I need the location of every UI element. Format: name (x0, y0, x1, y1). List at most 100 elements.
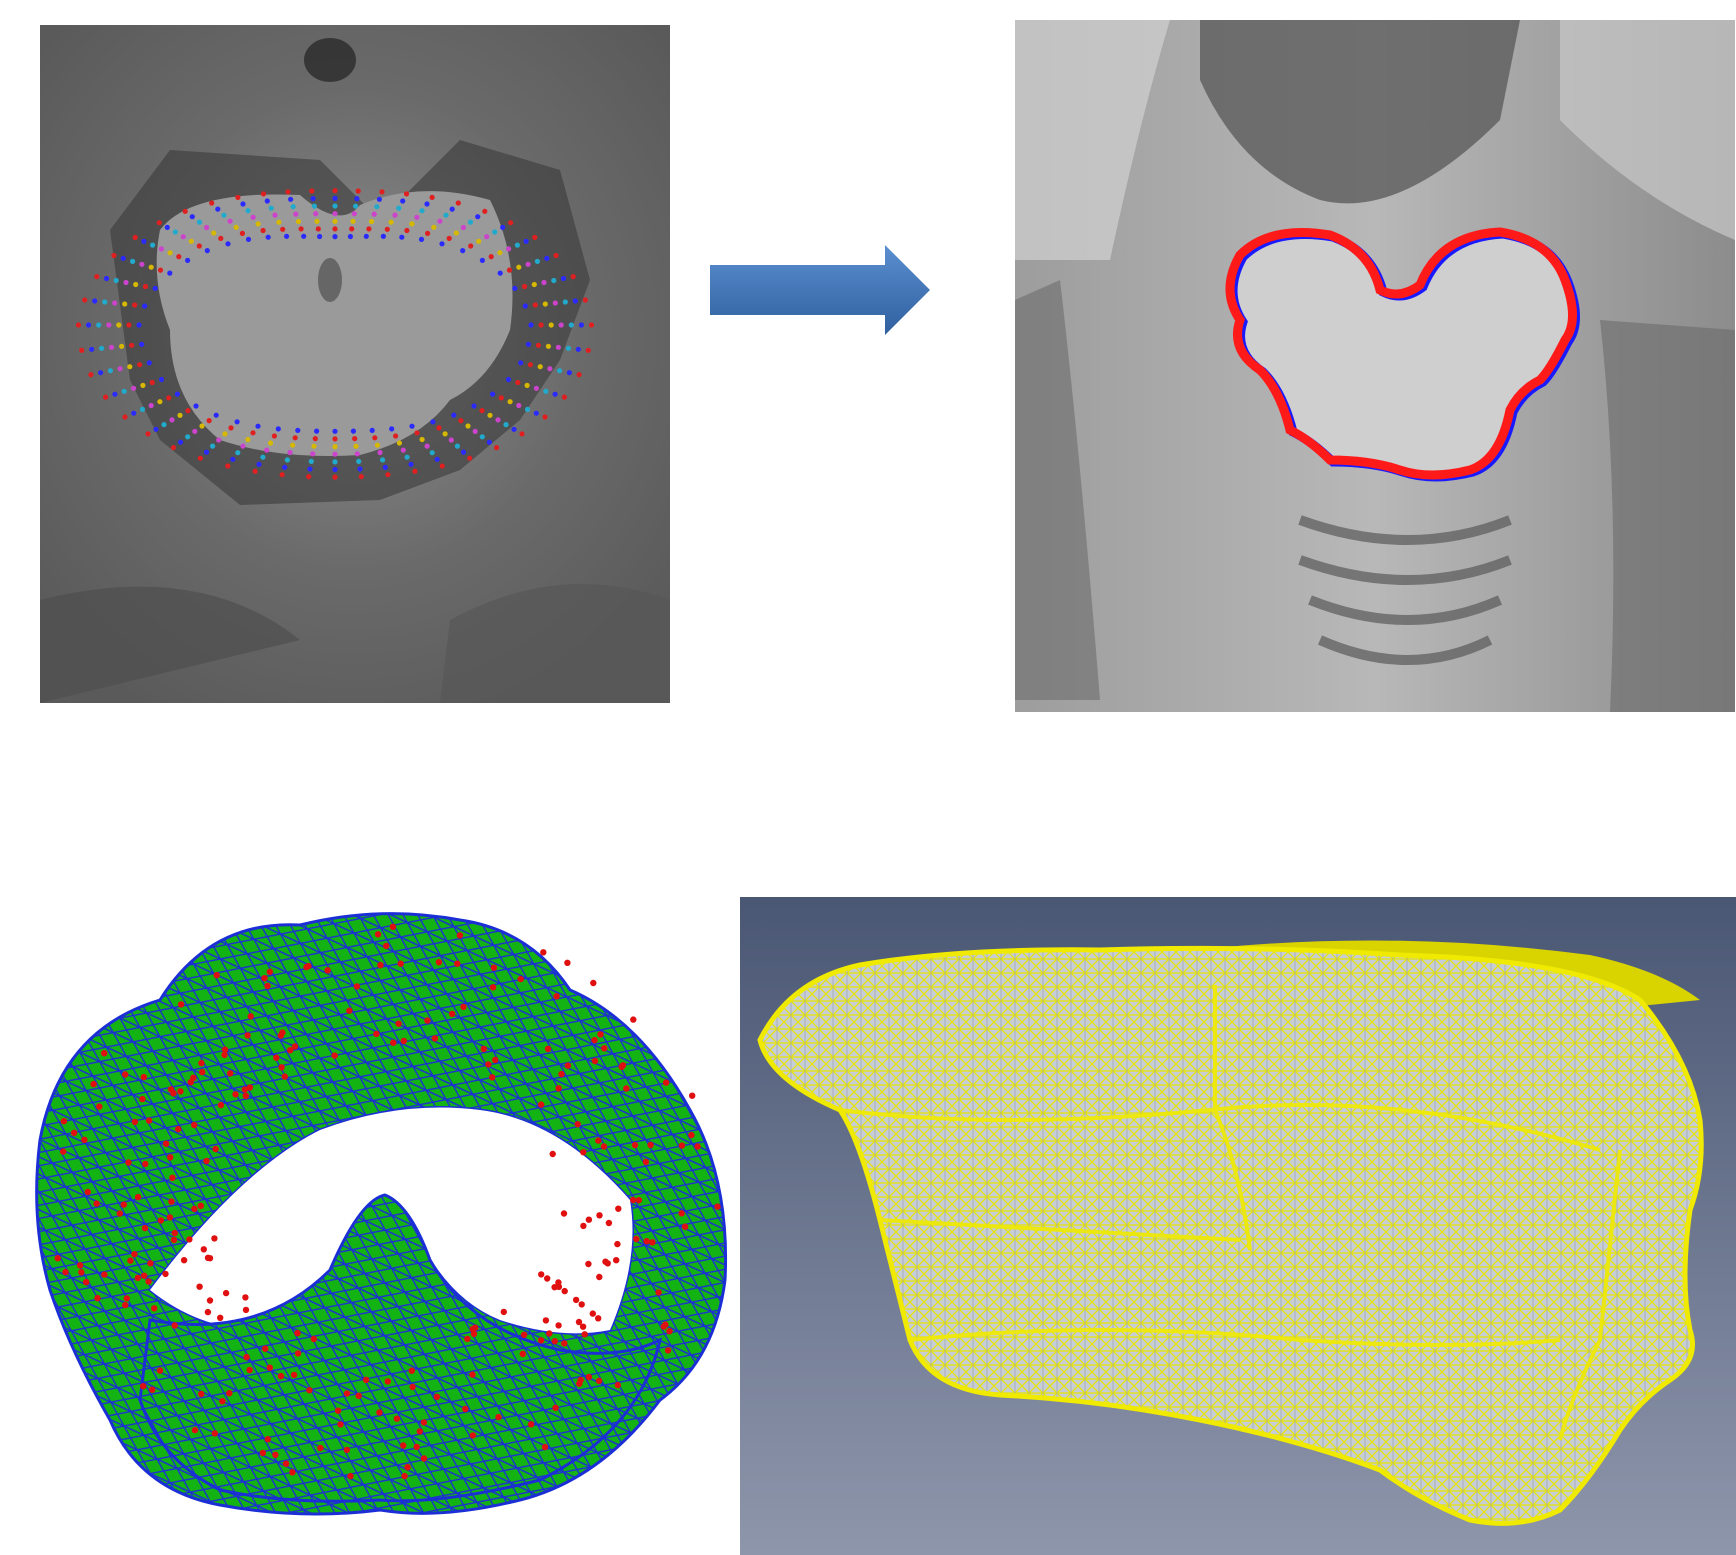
red-point (169, 1174, 176, 1182)
red-point (384, 1378, 391, 1385)
red-point (262, 1345, 269, 1352)
red-point (122, 1071, 129, 1078)
landmark-point (524, 406, 531, 412)
landmark-point (126, 322, 132, 328)
red-point (62, 1268, 69, 1276)
landmark-point (313, 211, 319, 217)
landmark-point (429, 194, 435, 200)
landmark-point (240, 443, 246, 449)
red-point (278, 1064, 285, 1071)
red-point (689, 1092, 696, 1099)
landmark-point (314, 428, 320, 434)
landmark-point (116, 322, 122, 328)
red-point (177, 1001, 185, 1008)
red-point (578, 1301, 585, 1308)
red-point (168, 1198, 175, 1205)
landmark-point (99, 345, 105, 351)
landmark-point (204, 248, 210, 254)
landmark-point (392, 212, 398, 218)
red-point (615, 1205, 622, 1212)
landmark-point (572, 298, 578, 304)
landmark-point (533, 385, 540, 391)
red-point (191, 1426, 199, 1434)
landmark-point (290, 204, 296, 210)
landmark-point (170, 445, 176, 451)
landmark-point (284, 457, 290, 463)
landmark-point (576, 372, 582, 378)
landmark-point (295, 427, 301, 433)
landmark-point (310, 451, 316, 457)
landmark-point (156, 220, 162, 226)
red-point (694, 1143, 701, 1150)
red-point (390, 1039, 397, 1046)
landmark-point (222, 431, 228, 437)
landmark-point (123, 279, 129, 286)
red-point (585, 1260, 592, 1268)
red-point (495, 1413, 502, 1421)
red-point (544, 1045, 552, 1053)
landmark-point (301, 233, 307, 239)
red-point (688, 1131, 695, 1139)
red-point (157, 1217, 165, 1224)
red-point (561, 1340, 568, 1347)
landmark-point (561, 394, 568, 400)
landmark-point (497, 250, 503, 256)
red-point (346, 1007, 353, 1014)
landmark-point (350, 428, 356, 434)
landmark-point (137, 362, 143, 368)
red-point (664, 1347, 672, 1354)
red-point (555, 1279, 562, 1286)
red-point (400, 1442, 407, 1449)
landmark-point (209, 200, 215, 206)
red-point (681, 1223, 689, 1230)
landmark-point (389, 426, 395, 432)
landmark-point (255, 221, 261, 227)
landmark-point (467, 219, 474, 225)
landmark-point (560, 275, 567, 282)
red-point (131, 1251, 138, 1258)
landmark-point (439, 241, 445, 247)
landmark-point (347, 233, 353, 240)
red-point (78, 1269, 85, 1276)
red-point (291, 1043, 299, 1050)
red-point (456, 932, 464, 939)
landmark-point (399, 234, 405, 240)
landmark-point (309, 188, 315, 194)
landmark-point (543, 388, 549, 394)
red-point (343, 1446, 351, 1454)
landmark-point (503, 422, 509, 428)
landmark-point (146, 360, 152, 366)
right-arrow-icon (710, 245, 930, 335)
landmark-point (332, 226, 338, 232)
landmark-point (532, 302, 538, 308)
landmark-point (575, 346, 581, 352)
landmark-point (382, 464, 388, 470)
red-point (553, 993, 560, 1000)
landmark-point (132, 302, 138, 308)
red-point (395, 1020, 402, 1027)
landmark-point (332, 436, 338, 442)
landmark-point (358, 474, 364, 480)
red-point (54, 1255, 61, 1262)
red-point (579, 1323, 587, 1330)
landmark-point (174, 391, 180, 397)
red-point (589, 1310, 596, 1317)
landmark-point (260, 227, 266, 234)
landmark-point (206, 418, 212, 424)
landmark-point (272, 212, 278, 218)
landmark-point (145, 431, 151, 437)
landmark-point (494, 445, 500, 451)
red-point (199, 1068, 206, 1076)
red-point (227, 1070, 234, 1077)
red-point (600, 1143, 608, 1150)
red-point (162, 1140, 170, 1147)
landmark-point (235, 194, 241, 200)
red-point (261, 975, 268, 982)
red-point (331, 1052, 338, 1059)
landmark-point (434, 456, 440, 462)
red-point (217, 1314, 224, 1322)
red-point (551, 1284, 558, 1291)
landmark-point (189, 214, 195, 220)
red-point (222, 1289, 230, 1297)
